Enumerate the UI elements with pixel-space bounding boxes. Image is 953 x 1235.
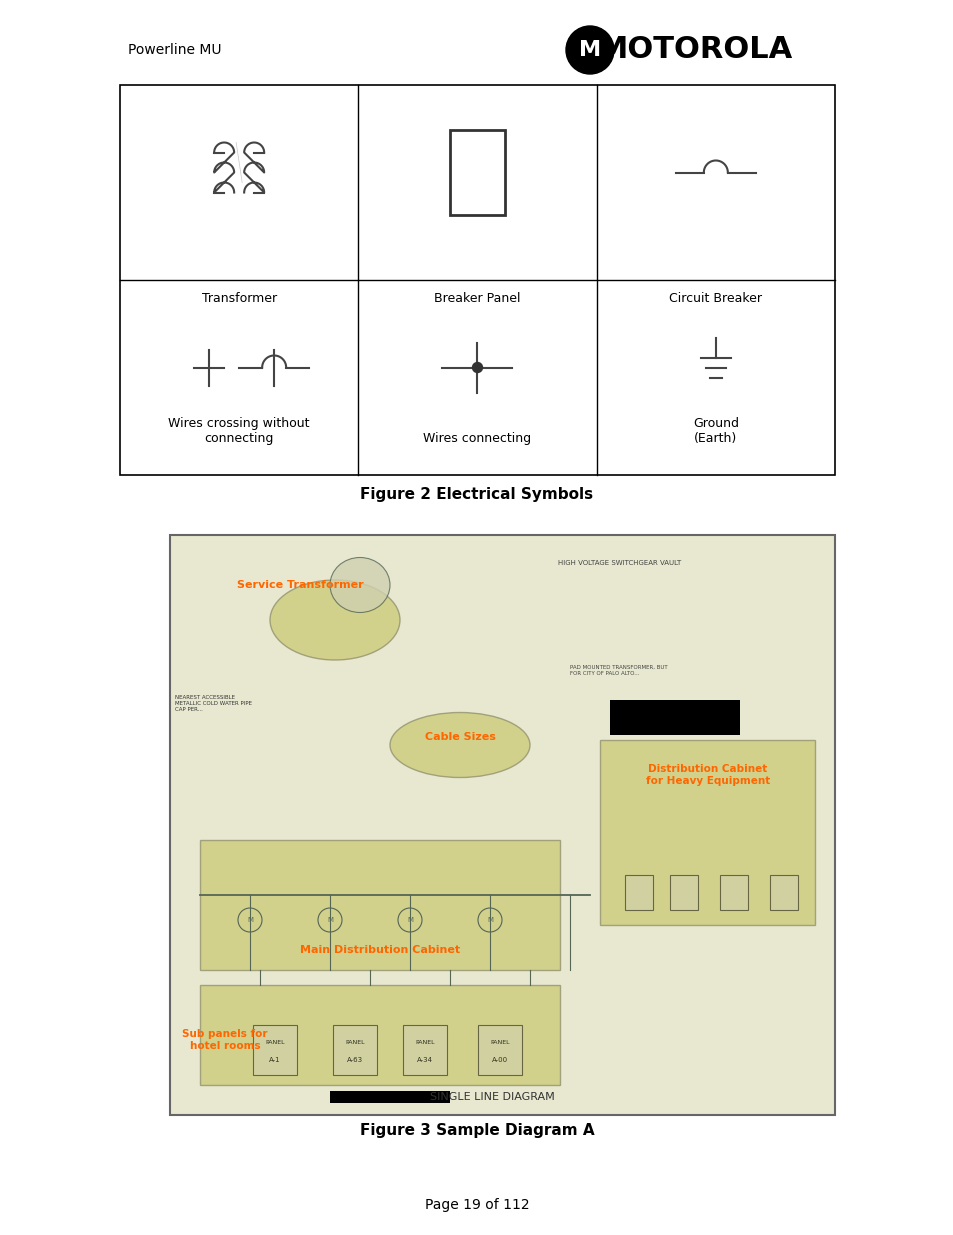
Text: PANEL: PANEL: [265, 1041, 285, 1046]
Text: Sub panels for
hotel rooms: Sub panels for hotel rooms: [182, 1029, 268, 1051]
Bar: [200, 986, 559, 1086]
Text: Main Distribution Cabinet: Main Distribution Cabinet: [299, 945, 459, 955]
Text: PANEL: PANEL: [345, 1041, 364, 1046]
Text: Figure 3 Sample Diagram A: Figure 3 Sample Diagram A: [359, 1123, 594, 1137]
Ellipse shape: [565, 26, 614, 74]
Text: M: M: [578, 40, 600, 61]
Text: M: M: [486, 918, 493, 923]
Bar: [477, 1025, 521, 1074]
Bar: [624, 876, 652, 910]
Text: Breaker Panel: Breaker Panel: [434, 291, 520, 305]
Text: A-34: A-34: [416, 1057, 433, 1063]
Bar: [599, 740, 814, 925]
Bar: [120, 85, 834, 475]
Text: A-1: A-1: [269, 1057, 280, 1063]
Text: A-00: A-00: [492, 1057, 508, 1063]
Bar: [720, 876, 747, 910]
Text: PANEL: PANEL: [490, 1041, 509, 1046]
Text: Powerline MU: Powerline MU: [128, 43, 221, 57]
Text: HIGH VOLTAGE SWITCHGEAR VAULT: HIGH VOLTAGE SWITCHGEAR VAULT: [558, 559, 680, 566]
Text: M: M: [327, 918, 333, 923]
Ellipse shape: [330, 557, 390, 613]
Text: Circuit Breaker: Circuit Breaker: [669, 291, 761, 305]
Bar: [450, 130, 504, 215]
Text: Cable Sizes: Cable Sizes: [424, 732, 495, 742]
Bar: [609, 700, 740, 735]
Bar: [330, 1091, 450, 1103]
Text: Wires crossing without
connecting: Wires crossing without connecting: [169, 417, 310, 445]
Text: M: M: [247, 918, 253, 923]
Bar: [402, 1025, 447, 1074]
Text: PAD MOUNTED TRANSFORMER, BUT
FOR CITY OF PALO ALTO...: PAD MOUNTED TRANSFORMER, BUT FOR CITY OF…: [569, 664, 667, 676]
Text: SINGLE LINE DIAGRAM: SINGLE LINE DIAGRAM: [430, 1092, 555, 1102]
Ellipse shape: [390, 713, 530, 778]
Circle shape: [472, 363, 482, 373]
Text: Transformer: Transformer: [201, 291, 276, 305]
Text: A-63: A-63: [347, 1057, 363, 1063]
Text: M: M: [407, 918, 413, 923]
Ellipse shape: [270, 580, 399, 659]
Bar: [200, 840, 559, 969]
Text: Distribution Cabinet
for Heavy Equipment: Distribution Cabinet for Heavy Equipment: [645, 764, 769, 785]
Text: PANEL: PANEL: [415, 1041, 435, 1046]
Text: NEAREST ACCESSIBLE
METALLIC COLD WATER PIPE
CAP PER...: NEAREST ACCESSIBLE METALLIC COLD WATER P…: [174, 695, 252, 711]
Bar: [669, 876, 698, 910]
Bar: [170, 535, 834, 1115]
Text: Page 19 of 112: Page 19 of 112: [424, 1198, 529, 1212]
Bar: [769, 876, 797, 910]
Text: Figure 2 Electrical Symbols: Figure 2 Electrical Symbols: [360, 488, 593, 503]
Text: Wires connecting: Wires connecting: [423, 432, 531, 445]
Text: MOTOROLA: MOTOROLA: [597, 36, 792, 64]
Bar: [333, 1025, 376, 1074]
Text: Service Transformer: Service Transformer: [236, 580, 363, 590]
Bar: [253, 1025, 296, 1074]
Text: Ground
(Earth): Ground (Earth): [692, 417, 738, 445]
